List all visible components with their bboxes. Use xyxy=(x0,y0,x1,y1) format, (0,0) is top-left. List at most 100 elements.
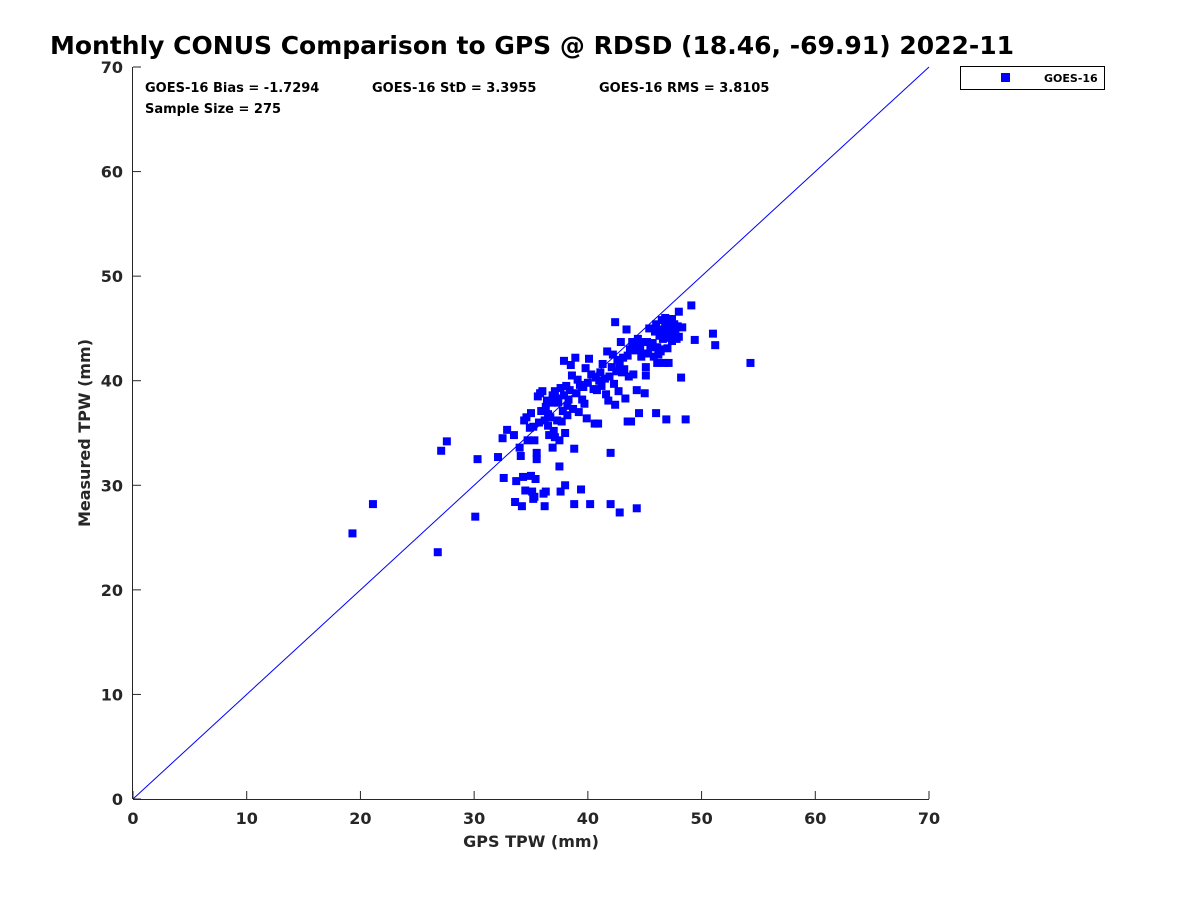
data-point xyxy=(664,358,673,367)
data-point xyxy=(563,411,572,420)
data-point xyxy=(521,486,530,495)
one-to-one-line xyxy=(132,66,930,800)
legend-box xyxy=(960,66,1105,90)
data-point xyxy=(674,307,683,316)
data-point xyxy=(663,318,672,327)
data-point xyxy=(527,471,535,480)
data-point xyxy=(606,448,615,457)
data-point xyxy=(552,394,561,403)
data-point xyxy=(610,379,619,388)
y-tick-label: 30 xyxy=(101,476,123,495)
data-point xyxy=(368,500,377,509)
data-point xyxy=(579,382,588,391)
data-point xyxy=(653,358,662,367)
data-point xyxy=(499,473,508,482)
data-point xyxy=(663,344,672,353)
data-point xyxy=(515,443,524,452)
plot-axes xyxy=(132,67,929,800)
data-point xyxy=(604,396,613,405)
data-point xyxy=(681,415,690,424)
data-point xyxy=(471,512,480,521)
chart-title: Monthly CONUS Comparison to GPS @ RDSD (… xyxy=(50,31,1014,60)
data-point xyxy=(644,349,653,358)
data-point xyxy=(530,492,539,501)
x-tick-label: 60 xyxy=(804,809,826,828)
data-point xyxy=(646,343,655,352)
data-point xyxy=(641,371,650,380)
data-point xyxy=(540,416,549,425)
data-point xyxy=(555,436,564,445)
data-point xyxy=(678,323,687,332)
data-point xyxy=(537,407,546,416)
data-point xyxy=(348,529,357,538)
data-point xyxy=(649,352,658,361)
data-point xyxy=(636,345,645,354)
data-point xyxy=(613,355,622,364)
data-point xyxy=(516,452,525,461)
data-point xyxy=(532,448,541,457)
x-tick-label: 20 xyxy=(349,809,371,828)
x-axis-ticks: 0 10 20 30 40 50 60 70 xyxy=(127,791,940,828)
data-point xyxy=(527,409,535,418)
data-point xyxy=(608,350,617,359)
data-point xyxy=(517,502,526,511)
data-point xyxy=(548,443,557,452)
data-point xyxy=(592,386,601,395)
x-tick-label: 30 xyxy=(463,809,485,828)
legend: GOES-16 xyxy=(960,66,1105,90)
data-point xyxy=(567,371,576,380)
data-point xyxy=(633,334,642,343)
data-point xyxy=(616,338,625,347)
data-point xyxy=(596,368,605,377)
data-point xyxy=(580,399,589,408)
stat-sample-size: Sample Size = 275 xyxy=(145,102,281,117)
data-point xyxy=(550,387,559,396)
data-point xyxy=(632,386,641,395)
data-point xyxy=(565,386,574,395)
data-point xyxy=(530,436,539,445)
data-point xyxy=(528,487,537,496)
data-point xyxy=(559,356,568,365)
data-point xyxy=(635,409,644,418)
data-point xyxy=(570,444,579,453)
data-point xyxy=(542,396,551,405)
data-point xyxy=(674,332,683,341)
data-point xyxy=(534,418,543,427)
data-point xyxy=(519,472,528,481)
data-point xyxy=(562,381,571,390)
data-point xyxy=(598,359,607,368)
data-point xyxy=(657,325,666,334)
y-tick-label: 0 xyxy=(112,790,123,809)
data-point xyxy=(566,361,575,370)
data-point xyxy=(652,409,661,418)
data-point xyxy=(690,335,699,344)
data-point xyxy=(563,401,572,410)
data-point xyxy=(612,367,621,376)
data-point xyxy=(677,373,686,382)
y-tick-label: 50 xyxy=(101,267,123,286)
stat-rms: GOES-16 RMS = 3.8105 xyxy=(599,81,769,96)
data-point xyxy=(512,477,521,486)
data-point xyxy=(642,338,651,347)
data-point xyxy=(668,336,677,345)
y-tick-label: 10 xyxy=(101,685,123,704)
data-point xyxy=(631,346,640,355)
data-point xyxy=(619,353,628,362)
data-point xyxy=(658,334,667,343)
data-point xyxy=(546,413,555,422)
data-point xyxy=(511,498,520,507)
data-point xyxy=(662,415,671,424)
data-point xyxy=(597,381,606,390)
data-point xyxy=(570,500,579,509)
data-point xyxy=(594,419,603,428)
data-point xyxy=(544,421,553,430)
data-point xyxy=(538,387,547,396)
data-point xyxy=(602,390,611,399)
data-point xyxy=(555,462,564,471)
data-point xyxy=(545,431,554,440)
data-point xyxy=(522,413,531,422)
data-point xyxy=(582,414,591,423)
data-point xyxy=(600,374,609,383)
x-axis-label: GPS TPW (mm) xyxy=(463,832,599,851)
